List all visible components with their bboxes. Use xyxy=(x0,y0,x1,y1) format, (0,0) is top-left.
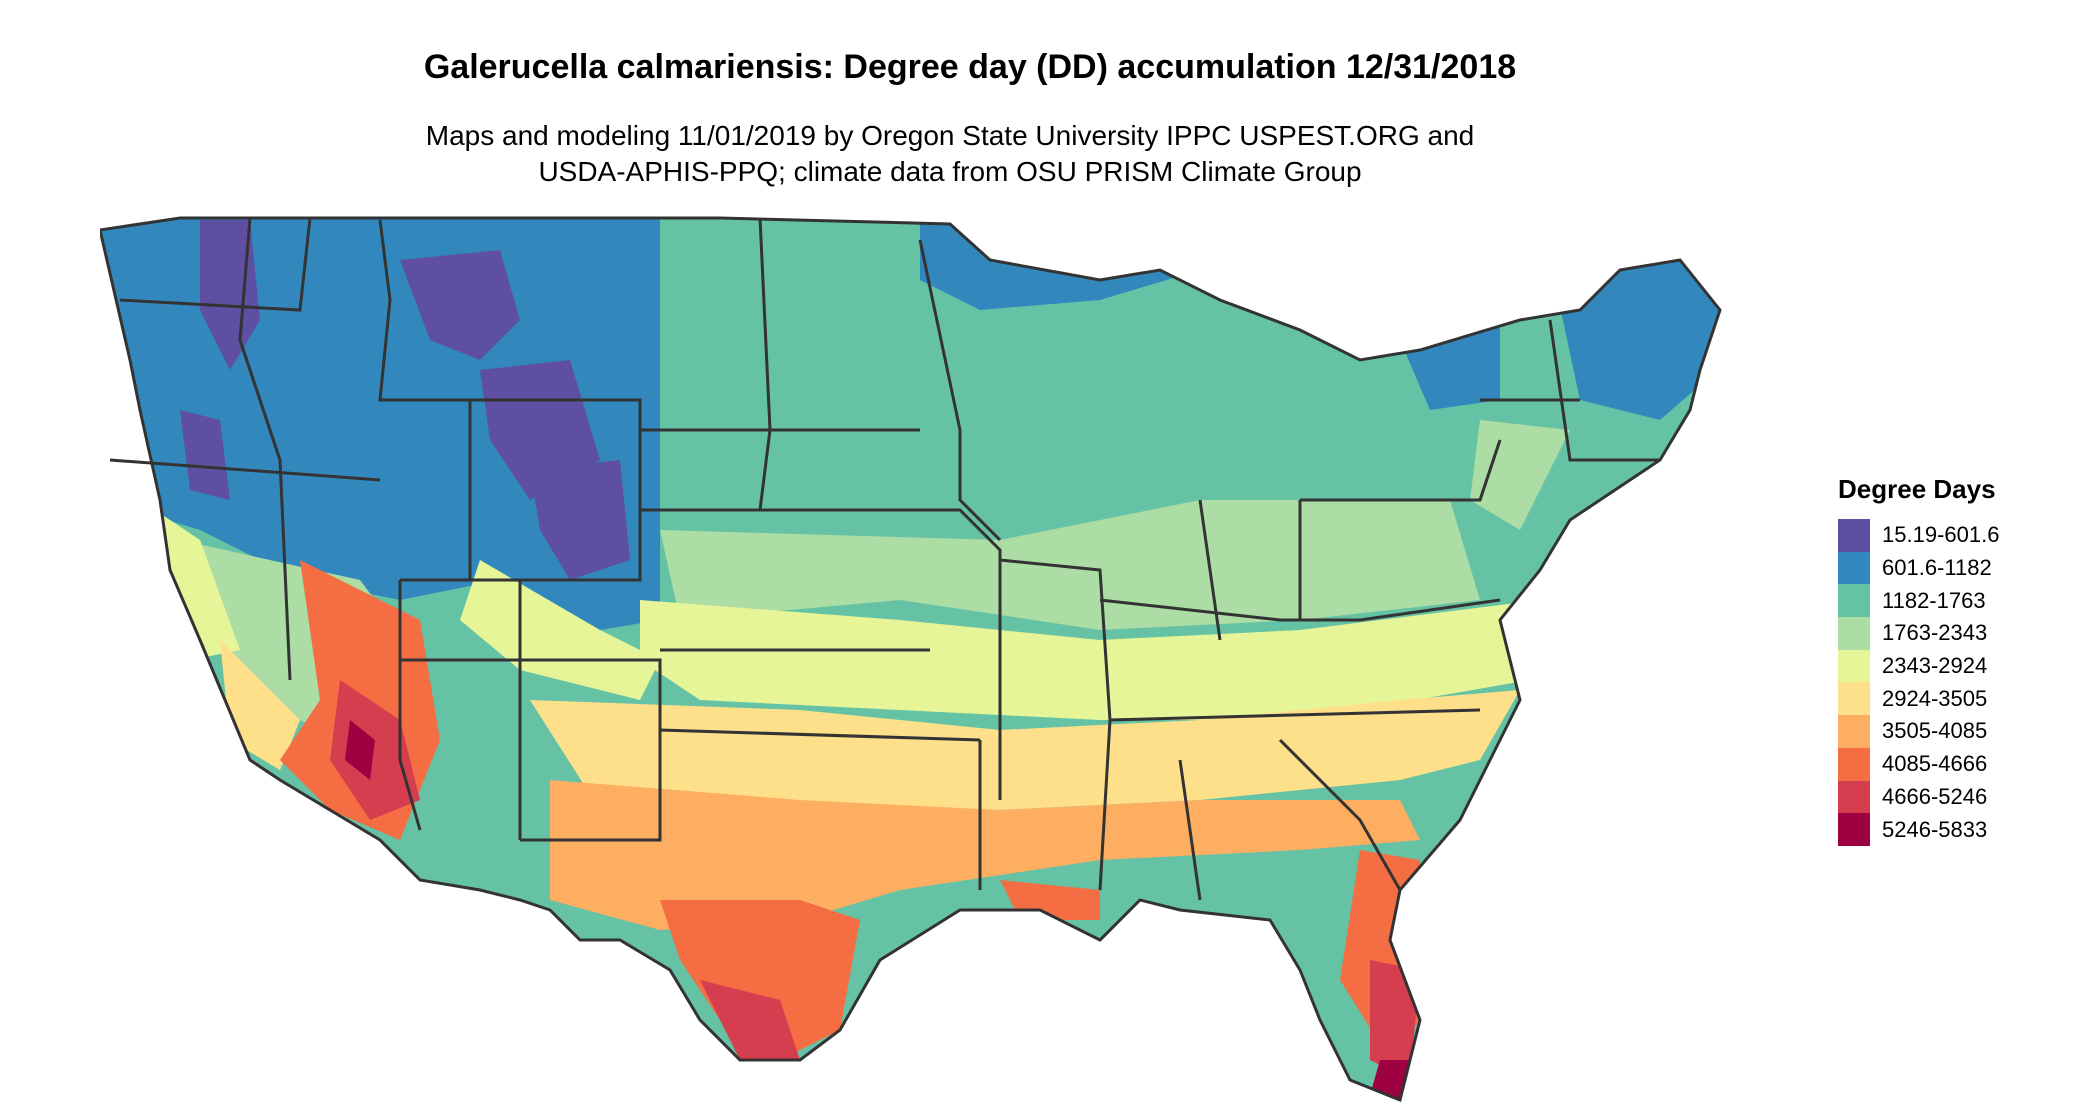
legend-swatch xyxy=(1838,617,1870,650)
legend-swatch xyxy=(1838,715,1870,748)
legend-swatch xyxy=(1838,649,1870,683)
legend-label: 1182-1763 xyxy=(1882,587,1986,613)
legend-label: 4666-5246 xyxy=(1882,783,1988,809)
legend-swatch xyxy=(1838,682,1870,716)
legend-label: 4085-4666 xyxy=(1882,751,1988,777)
legend-swatch xyxy=(1838,551,1870,585)
legend-item: 2343-2924 xyxy=(1838,649,1999,683)
legend-swatch xyxy=(1838,519,1870,552)
legend-swatch xyxy=(1838,813,1870,846)
subtitle-line-2: USDA-APHIS-PPQ; climate data from OSU PR… xyxy=(538,156,1362,187)
legend-swatch xyxy=(1838,584,1870,618)
legend-item: 3505-4085 xyxy=(1838,715,1999,748)
legend-item: 4085-4666 xyxy=(1838,747,1999,781)
legend-item: 2924-3505 xyxy=(1838,682,1999,716)
legend-label: 1763-2343 xyxy=(1882,620,1988,646)
legend-title: Degree Days xyxy=(1838,474,1996,504)
map-title: Galerucella calmariensis: Degree day (DD… xyxy=(423,48,1517,86)
map-subtitle: Maps and modeling 11/01/2019 by Oregon S… xyxy=(0,118,1900,190)
legend-label: 2343-2924 xyxy=(1882,653,1988,679)
legend-label: 5246-5833 xyxy=(1882,816,1988,842)
subtitle-line-1: Maps and modeling 11/01/2019 by Oregon S… xyxy=(425,120,1475,151)
legend-items: 15.19-601.6 601.6-1182 1182-1763 1763-2343 2… xyxy=(1838,519,1999,846)
legend-item: 5246-5833 xyxy=(1838,813,1999,846)
legend: Degree Days 15.19-601.6 601.6-1182 1182-17… xyxy=(1838,474,1999,846)
legend-label: 601.6-1182 xyxy=(1882,555,1992,581)
legend-label: 2924-3505 xyxy=(1882,685,1988,711)
us-degree-day-map xyxy=(100,216,1722,1103)
legend-item: 4666-5246 xyxy=(1838,780,1999,814)
legend-label: 3505-4085 xyxy=(1882,718,1988,744)
legend-item: 1182-1763 xyxy=(1838,584,1999,618)
legend-label: 15.19-601.6 xyxy=(1882,522,2000,548)
legend-item: 1763-2343 xyxy=(1838,617,1999,650)
legend-item: 601.6-1182 xyxy=(1838,551,1999,585)
legend-swatch xyxy=(1838,780,1870,814)
legend-swatch xyxy=(1838,747,1870,781)
legend-item: 15.19-601.6 xyxy=(1838,519,1999,552)
